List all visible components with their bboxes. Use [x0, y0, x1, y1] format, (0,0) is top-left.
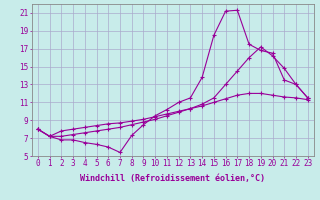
X-axis label: Windchill (Refroidissement éolien,°C): Windchill (Refroidissement éolien,°C) [80, 174, 265, 183]
